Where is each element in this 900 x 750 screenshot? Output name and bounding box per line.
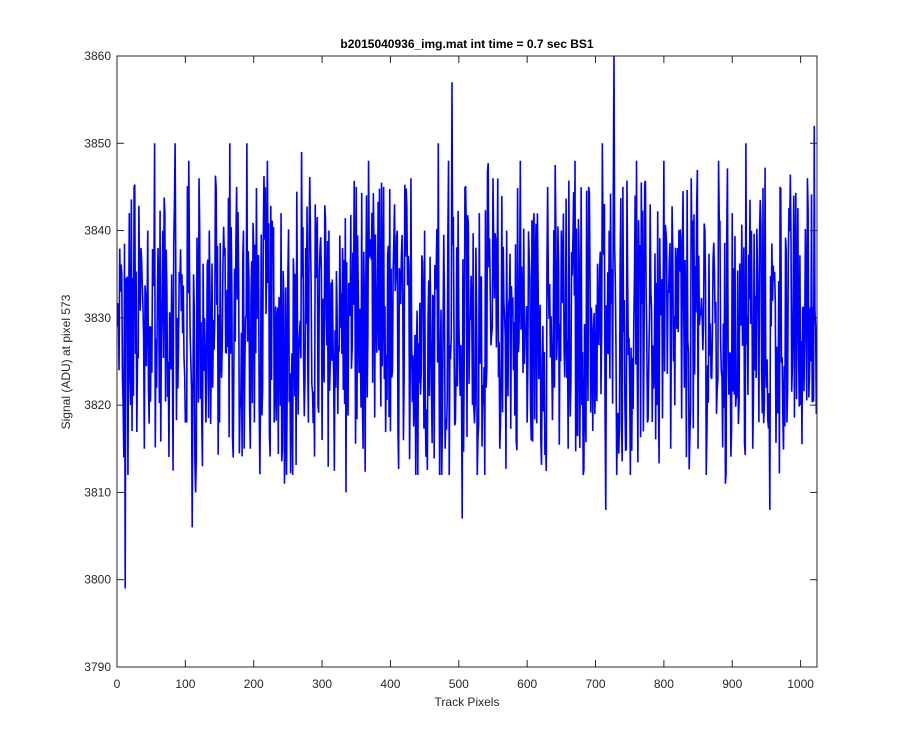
y-tick-label: 3860 — [84, 49, 111, 63]
x-tick-label: 300 — [312, 677, 332, 691]
plot-frame — [116, 55, 818, 668]
y-tick-label: 3820 — [84, 398, 111, 412]
x-tick-label: 100 — [175, 677, 195, 691]
x-tick-label: 700 — [586, 677, 606, 691]
chart-title: b2015040936_img.mat int time = 0.7 sec B… — [340, 37, 593, 51]
x-axis-label: Track Pixels — [435, 695, 500, 709]
x-tick-label: 900 — [722, 677, 742, 691]
x-tick-label: 0 — [114, 677, 121, 691]
y-axis-label: Signal (ADU) at pixel 573 — [59, 294, 73, 429]
x-tick-label: 400 — [380, 677, 400, 691]
x-tick-label: 600 — [517, 677, 537, 691]
data-layer — [116, 55, 818, 589]
y-tick-label: 3830 — [84, 311, 111, 325]
x-axis: 0 100 200 300 400 500 600 700 800 900 1000 — [114, 56, 814, 691]
y-tick-label: 3840 — [84, 224, 111, 238]
x-tick-label: 800 — [654, 677, 674, 691]
x-tick-label: 500 — [449, 677, 469, 691]
y-axis: 3790 3800 3810 3820 3830 3840 3850 3860 — [84, 49, 817, 674]
y-tick-label: 3790 — [84, 660, 111, 674]
y-tick-label: 3810 — [84, 485, 111, 499]
x-tick-label: 200 — [244, 677, 264, 691]
x-tick-label: 1000 — [787, 677, 814, 691]
y-tick-label: 3850 — [84, 136, 111, 150]
signal-series-line — [116, 55, 818, 589]
y-tick-label: 3800 — [84, 573, 111, 587]
